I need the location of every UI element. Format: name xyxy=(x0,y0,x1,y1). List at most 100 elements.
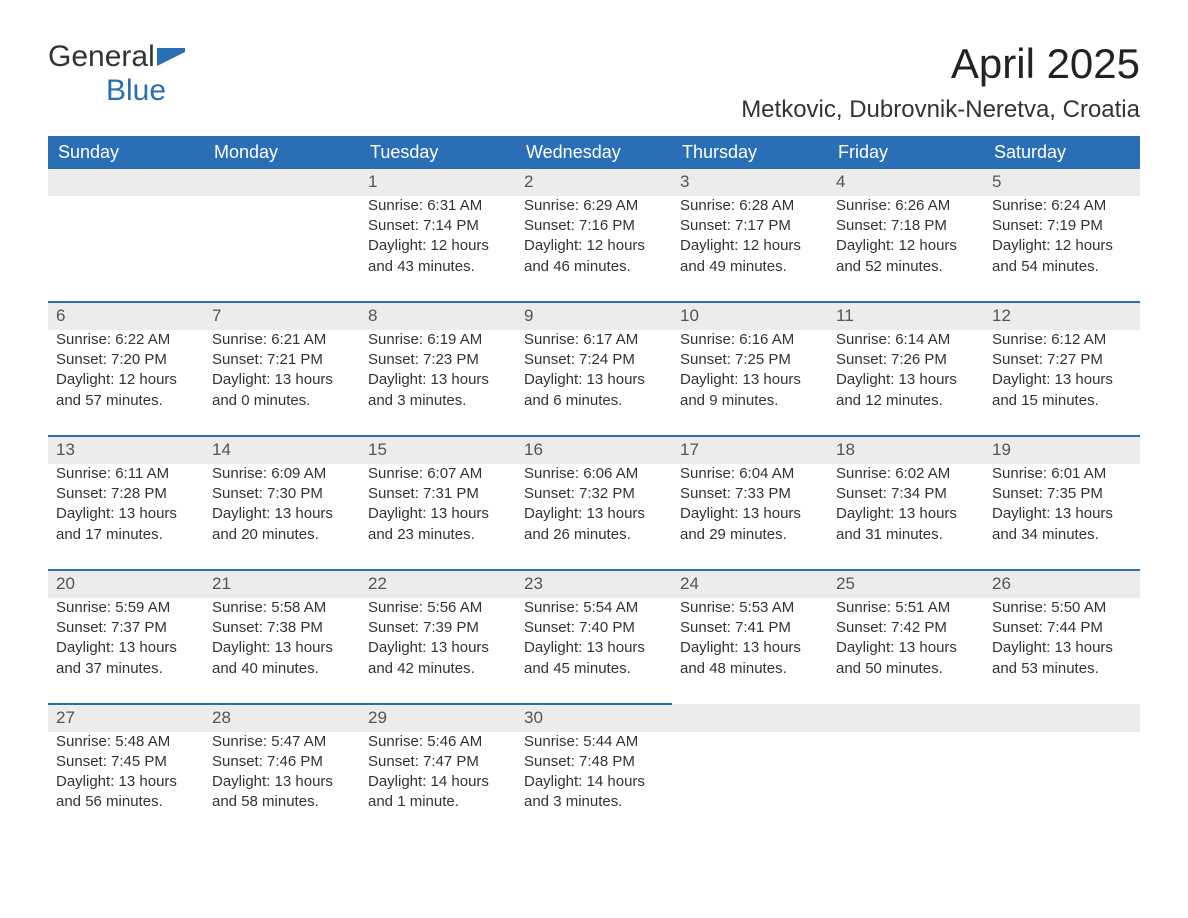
day-number-cell xyxy=(48,169,204,196)
day-number-cell: 10 xyxy=(672,302,828,330)
sunrise-line: Sunrise: 6:06 AM xyxy=(524,464,664,484)
sunrise-line: Sunrise: 6:09 AM xyxy=(212,464,352,484)
day-detail-cell: Sunrise: 6:17 AMSunset: 7:24 PMDaylight:… xyxy=(516,330,672,436)
weekday-header: Thursday xyxy=(672,136,828,169)
day-detail-cell: Sunrise: 5:48 AMSunset: 7:45 PMDaylight:… xyxy=(48,732,204,837)
day-number-cell: 28 xyxy=(204,704,360,732)
daylight-line: Daylight: 12 hours and 49 minutes. xyxy=(680,236,820,277)
sunset-line: Sunset: 7:24 PM xyxy=(524,350,664,370)
daylight-line: Daylight: 13 hours and 58 minutes. xyxy=(212,772,352,813)
weekday-header: Monday xyxy=(204,136,360,169)
sunset-line: Sunset: 7:37 PM xyxy=(56,618,196,638)
day-number-cell: 7 xyxy=(204,302,360,330)
day-number-cell: 25 xyxy=(828,570,984,598)
day-number-cell: 27 xyxy=(48,704,204,732)
sunrise-line: Sunrise: 6:17 AM xyxy=(524,330,664,350)
day-number-cell: 2 xyxy=(516,169,672,196)
day-number-cell: 8 xyxy=(360,302,516,330)
sunset-line: Sunset: 7:33 PM xyxy=(680,484,820,504)
day-number-cell: 15 xyxy=(360,436,516,464)
sunset-line: Sunset: 7:41 PM xyxy=(680,618,820,638)
daylight-line: Daylight: 12 hours and 52 minutes. xyxy=(836,236,976,277)
day-detail-cell: Sunrise: 6:22 AMSunset: 7:20 PMDaylight:… xyxy=(48,330,204,436)
daylight-line: Daylight: 14 hours and 1 minute. xyxy=(368,772,508,813)
day-detail-cell: Sunrise: 6:12 AMSunset: 7:27 PMDaylight:… xyxy=(984,330,1140,436)
sunset-line: Sunset: 7:46 PM xyxy=(212,752,352,772)
day-detail-cell xyxy=(828,732,984,837)
day-detail-cell: Sunrise: 6:19 AMSunset: 7:23 PMDaylight:… xyxy=(360,330,516,436)
day-number-cell: 12 xyxy=(984,302,1140,330)
day-detail-cell: Sunrise: 6:09 AMSunset: 7:30 PMDaylight:… xyxy=(204,464,360,570)
daynum-row: 6789101112 xyxy=(48,302,1140,330)
logo-word2: Blue xyxy=(106,74,166,107)
day-detail-cell: Sunrise: 6:21 AMSunset: 7:21 PMDaylight:… xyxy=(204,330,360,436)
day-detail-cell xyxy=(48,196,204,302)
day-number-cell: 6 xyxy=(48,302,204,330)
day-detail-cell: Sunrise: 6:04 AMSunset: 7:33 PMDaylight:… xyxy=(672,464,828,570)
daylight-line: Daylight: 13 hours and 48 minutes. xyxy=(680,638,820,679)
flag-icon xyxy=(157,48,185,66)
detail-row: Sunrise: 5:59 AMSunset: 7:37 PM Daylight:… xyxy=(48,598,1140,704)
day-number-cell: 14 xyxy=(204,436,360,464)
day-detail-cell xyxy=(672,732,828,837)
daylight-line: Daylight: 13 hours and 42 minutes. xyxy=(368,638,508,679)
daylight-line: Daylight: 13 hours and 17 minutes. xyxy=(56,504,196,545)
day-number-cell: 22 xyxy=(360,570,516,598)
sunset-line: Sunset: 7:44 PM xyxy=(992,618,1132,638)
logo-word1: General xyxy=(48,40,155,73)
day-number-cell: 4 xyxy=(828,169,984,196)
day-detail-cell: Sunrise: 6:01 AMSunset: 7:35 PMDaylight:… xyxy=(984,464,1140,570)
day-detail-cell: Sunrise: 6:28 AMSunset: 7:17 PMDaylight:… xyxy=(672,196,828,302)
daylight-line: Daylight: 14 hours and 3 minutes. xyxy=(524,772,664,813)
daylight-line: Daylight: 13 hours and 45 minutes. xyxy=(524,638,664,679)
daylight-line: Daylight: 13 hours and 53 minutes. xyxy=(992,638,1132,679)
calendar-table: SundayMondayTuesdayWednesdayThursdayFrid… xyxy=(48,136,1140,837)
sunrise-line: Sunrise: 5:47 AM xyxy=(212,732,352,752)
daynum-row: 12345 xyxy=(48,169,1140,196)
day-number-cell: 9 xyxy=(516,302,672,330)
sunrise-line: Sunrise: 6:28 AM xyxy=(680,196,820,216)
daylight-line: Daylight: 12 hours and 43 minutes. xyxy=(368,236,508,277)
sunrise-line: Sunrise: 6:02 AM xyxy=(836,464,976,484)
day-number-cell xyxy=(828,704,984,732)
sunset-line: Sunset: 7:35 PM xyxy=(992,484,1132,504)
day-detail-cell: Sunrise: 5:53 AMSunset: 7:41 PMDaylight:… xyxy=(672,598,828,704)
sunset-line: Sunset: 7:20 PM xyxy=(56,350,196,370)
daylight-line: Daylight: 13 hours and 23 minutes. xyxy=(368,504,508,545)
sunrise-line: Sunrise: 6:26 AM xyxy=(836,196,976,216)
detail-row: Sunrise: 6:22 AMSunset: 7:20 PMDaylight:… xyxy=(48,330,1140,436)
sunrise-line: Sunrise: 5:54 AM xyxy=(524,598,664,618)
sunrise-line: Sunrise: 6:01 AM xyxy=(992,464,1132,484)
sunrise-line: Sunrise: 6:11 AM xyxy=(56,464,196,484)
sunrise-line: Sunrise: 6:22 AM xyxy=(56,330,196,350)
sunset-line: Sunset: 7:27 PM xyxy=(992,350,1132,370)
day-detail-cell: Sunrise: 5:44 AMSunset: 7:48 PMDaylight:… xyxy=(516,732,672,837)
day-number-cell: 18 xyxy=(828,436,984,464)
sunset-line: Sunset: 7:25 PM xyxy=(680,350,820,370)
sunrise-line: Sunrise: 6:04 AM xyxy=(680,464,820,484)
day-detail-cell: Sunrise: 6:11 AMSunset: 7:28 PMDaylight:… xyxy=(48,464,204,570)
daylight-line: Daylight: 12 hours and 57 minutes. xyxy=(56,370,196,411)
day-detail-cell: Sunrise: 5:54 AMSunset: 7:40 PMDaylight:… xyxy=(516,598,672,704)
sunrise-line: Sunrise: 6:19 AM xyxy=(368,330,508,350)
daylight-line: Daylight: 13 hours and 34 minutes. xyxy=(992,504,1132,545)
sunrise-line: Sunrise: 5:46 AM xyxy=(368,732,508,752)
day-number-cell: 29 xyxy=(360,704,516,732)
sunset-line: Sunset: 7:26 PM xyxy=(836,350,976,370)
daynum-row: 20212223242526 xyxy=(48,570,1140,598)
day-number-cell: 17 xyxy=(672,436,828,464)
daylight-line: Daylight: 13 hours and 56 minutes. xyxy=(56,772,196,813)
weekday-header: Saturday xyxy=(984,136,1140,169)
sunset-line: Sunset: 7:48 PM xyxy=(524,752,664,772)
sunrise-line: Sunrise: 5:59 AM xyxy=(56,598,196,618)
sunrise-line: Sunrise: 6:07 AM xyxy=(368,464,508,484)
day-number-cell: 1 xyxy=(360,169,516,196)
day-detail-cell: Sunrise: 6:02 AMSunset: 7:34 PMDaylight:… xyxy=(828,464,984,570)
sunset-line: Sunset: 7:42 PM xyxy=(836,618,976,638)
weekday-header: Tuesday xyxy=(360,136,516,169)
day-number-cell: 23 xyxy=(516,570,672,598)
sunrise-line: Sunrise: 6:31 AM xyxy=(368,196,508,216)
daylight-line: Daylight: 13 hours and 15 minutes. xyxy=(992,370,1132,411)
daylight-line: Daylight: 13 hours and 50 minutes. xyxy=(836,638,976,679)
daynum-row: 27282930 xyxy=(48,704,1140,732)
